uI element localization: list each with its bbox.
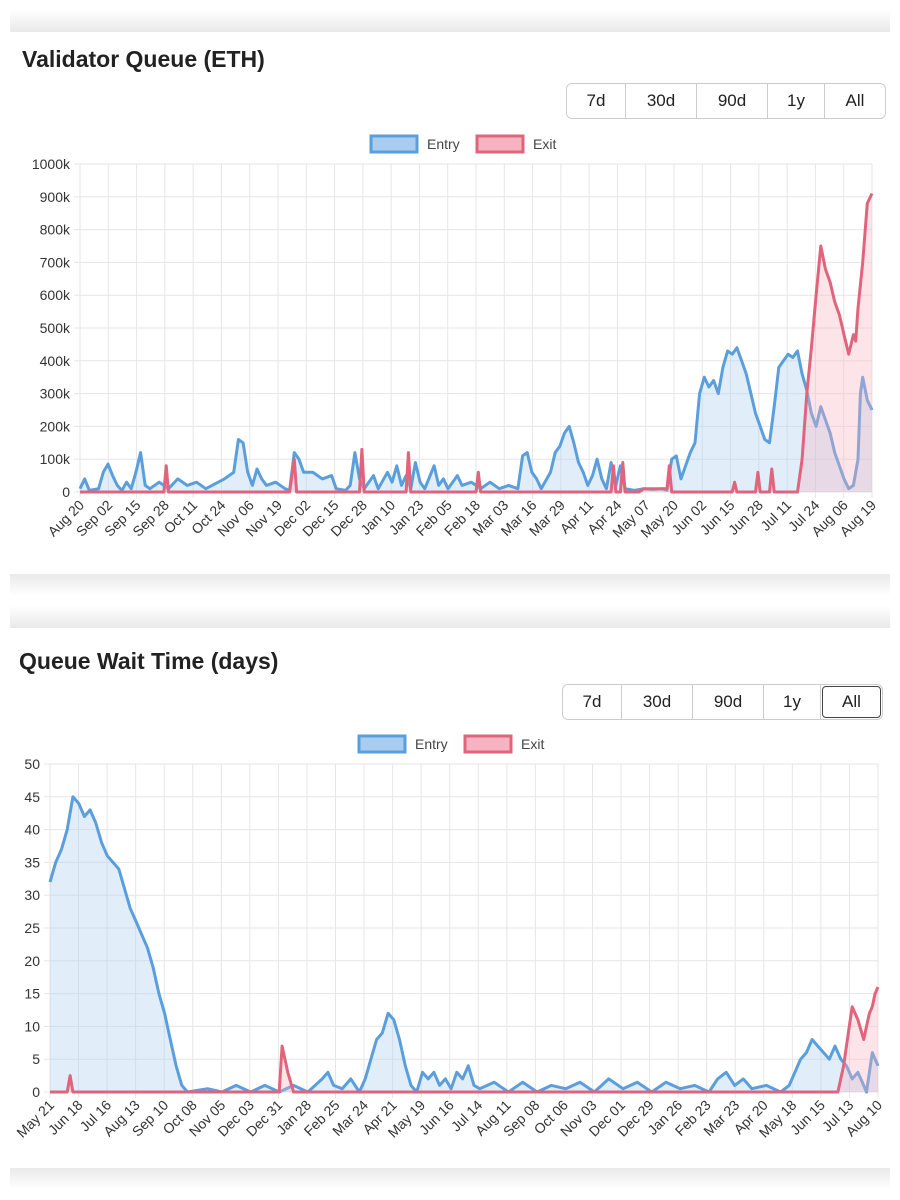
validator-queue-card: Validator Queue (ETH) 7d 30d 90d 1y All … — [10, 32, 890, 574]
range-button-group: 7d 30d 90d 1y All — [562, 684, 883, 720]
range-90d-button[interactable]: 90d — [697, 84, 768, 118]
legend-label-exit: Exit — [533, 136, 556, 152]
y-tick-label: 900k — [40, 189, 71, 205]
legend-label-entry: Entry — [427, 136, 460, 152]
mid-shadow-strip-lower — [10, 574, 890, 596]
chart-legend: Entry Exit — [357, 734, 544, 754]
range-1y-button[interactable]: 1y — [764, 685, 821, 719]
card-title: Validator Queue (ETH) — [22, 46, 265, 72]
series-line-entry — [78, 346, 874, 492]
y-tick-label: 400k — [40, 353, 71, 369]
series-line-entry — [48, 795, 880, 1094]
y-tick-label: 0 — [32, 1084, 40, 1100]
range-all-button[interactable]: All — [821, 685, 882, 719]
series-area-entry — [50, 796, 878, 1092]
y-tick-label: 800k — [40, 222, 71, 238]
y-tick-label: 25 — [24, 920, 40, 936]
y-tick-label: 45 — [24, 789, 40, 805]
mid-shadow-strip-upper — [10, 606, 890, 628]
y-tick-label: 10 — [24, 1018, 40, 1034]
series-line-exit — [80, 192, 874, 494]
y-tick-label: 20 — [24, 953, 40, 969]
legend-label-exit: Exit — [521, 736, 544, 752]
range-30d-button[interactable]: 30d — [622, 685, 693, 719]
legend-swatch-entry — [357, 734, 407, 754]
y-tick-label: 5 — [32, 1051, 40, 1067]
range-all-button[interactable]: All — [825, 84, 885, 118]
legend-swatch-exit — [475, 134, 525, 154]
legend-swatch-exit — [463, 734, 513, 754]
y-tick-label: 700k — [40, 254, 71, 270]
queue-wait-time-card: Queue Wait Time (days) 7d 30d 90d 1y All… — [10, 628, 890, 1168]
top-shadow-strip — [10, 10, 890, 32]
legend-swatch-entry — [369, 134, 419, 154]
range-button-group: 7d 30d 90d 1y All — [566, 83, 886, 119]
bottom-shadow-strip — [10, 1168, 890, 1190]
legend-label-entry: Entry — [415, 736, 448, 752]
range-1y-button[interactable]: 1y — [768, 84, 825, 118]
y-tick-label: 100k — [40, 451, 71, 467]
y-tick-label: 30 — [24, 887, 40, 903]
y-tick-label: 1000k — [32, 156, 71, 172]
validator-queue-chart: Entry Exit 0 100k 200k 300k 400k 500k 600k 700k 80… — [32, 134, 879, 541]
y-tick-label: 40 — [24, 822, 40, 838]
y-tick-label: 35 — [24, 854, 40, 870]
range-7d-button[interactable]: 7d — [563, 685, 622, 719]
y-tick-label: 50 — [24, 756, 40, 772]
chart-legend: Entry Exit — [369, 134, 556, 154]
y-tick-label: 300k — [40, 386, 71, 402]
y-tick-label: 500k — [40, 320, 71, 336]
y-tick-label: 0 — [62, 484, 70, 500]
range-30d-button[interactable]: 30d — [626, 84, 697, 118]
card-title: Queue Wait Time (days) — [19, 648, 279, 674]
series-area-entry — [80, 347, 872, 492]
range-7d-button[interactable]: 7d — [567, 84, 626, 118]
y-tick-label: 600k — [40, 287, 71, 303]
x-tick-label: May 21 — [13, 1097, 57, 1141]
range-90d-button[interactable]: 90d — [693, 685, 764, 719]
series-line-exit — [50, 986, 880, 1094]
y-tick-label: 200k — [40, 418, 71, 434]
y-tick-label: 15 — [24, 986, 40, 1002]
